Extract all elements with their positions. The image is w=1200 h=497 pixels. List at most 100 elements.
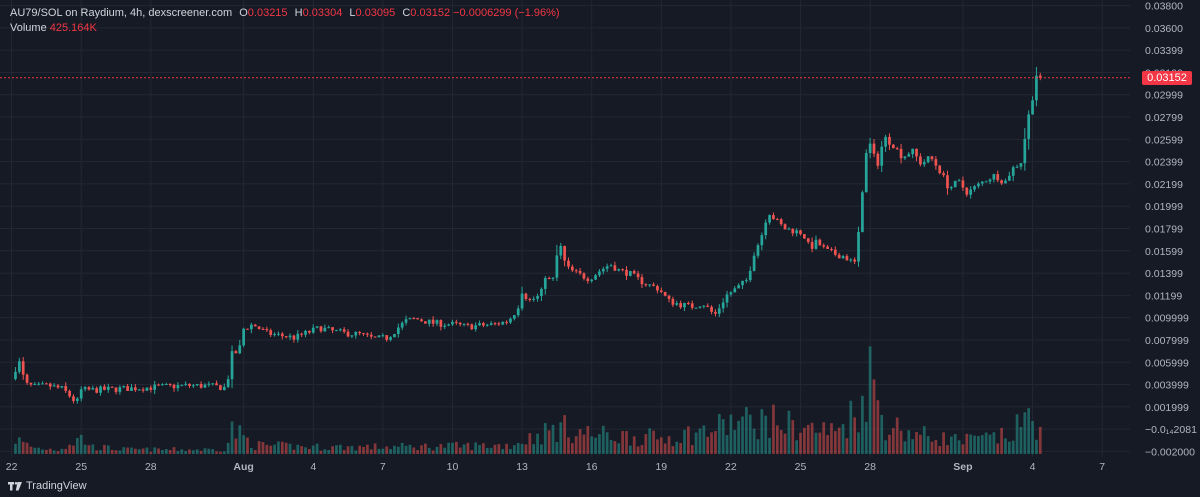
close-label: C	[402, 7, 411, 19]
candle-body	[176, 385, 180, 389]
candle-body	[872, 143, 876, 154]
candle-body	[1004, 180, 1007, 184]
volume-bar	[350, 445, 354, 454]
time-tick-label: 25	[75, 461, 87, 473]
volume-bar	[87, 445, 91, 454]
candle-body	[756, 245, 760, 256]
candle-body	[246, 328, 249, 330]
price-tick-label: 0.03800	[1145, 1, 1183, 13]
volume-bar	[207, 448, 211, 454]
volume-bar	[671, 446, 675, 454]
volume-bar	[91, 444, 95, 454]
volume-bar	[629, 445, 632, 454]
volume-bar	[300, 446, 303, 454]
volume-bar	[106, 445, 110, 454]
volume-bar	[907, 430, 911, 454]
candle-body	[876, 153, 880, 166]
time-tick-label: 4	[310, 461, 316, 473]
volume-label[interactable]: Volume	[10, 22, 47, 34]
candle-body	[501, 321, 505, 325]
volume-bar	[311, 445, 315, 454]
volume-bar	[644, 434, 648, 454]
volume-bar	[68, 444, 71, 454]
candle-body	[261, 328, 265, 330]
candle-body	[346, 331, 350, 337]
volume-bar	[130, 447, 133, 454]
candle-body	[207, 383, 211, 385]
candle-body	[1000, 180, 1003, 184]
volume-bar	[694, 432, 698, 454]
candle-body	[192, 385, 195, 387]
candle-body	[75, 398, 79, 401]
volume-bar	[447, 442, 450, 454]
candle-body	[946, 175, 949, 189]
volume-bar	[760, 409, 764, 454]
candle-body	[980, 181, 984, 184]
time-tick-label: 4	[1030, 461, 1036, 473]
time-axis[interactable]: 22 25 28 Aug 4 7 10 13 16 19 22 25 28 Sep 4 7	[6, 461, 1105, 473]
price-tick-label: 0.01199	[1145, 290, 1182, 302]
volume-bar	[184, 451, 187, 454]
candle-body	[586, 278, 590, 282]
volume-bar	[1000, 427, 1003, 454]
tradingview-logo[interactable]: TradingView	[8, 480, 87, 492]
volume-bar	[868, 346, 872, 454]
candle-body	[547, 277, 551, 279]
candle-body	[953, 180, 957, 188]
volume-bar	[354, 450, 358, 454]
volume-bar	[942, 432, 945, 454]
candle-body	[242, 328, 245, 346]
candle-body	[656, 285, 659, 291]
volume-bar	[385, 446, 389, 454]
volume-bar	[253, 450, 257, 454]
candle-body	[787, 228, 791, 230]
open-label: O	[239, 7, 248, 19]
volume-bar	[926, 436, 930, 454]
candle-body	[211, 383, 215, 385]
volume-bar	[795, 440, 798, 454]
candle-body	[853, 259, 857, 262]
candle-body	[396, 327, 400, 335]
volume-bar	[277, 441, 280, 454]
candle-body	[741, 280, 744, 286]
volume-bar	[373, 443, 377, 454]
volume-bar	[474, 442, 478, 454]
candle-body	[640, 277, 644, 285]
candle-body	[822, 245, 826, 247]
candle-body	[996, 174, 1000, 181]
candle-body	[671, 298, 675, 305]
volume-bar	[814, 432, 818, 454]
candle-body	[934, 159, 938, 166]
volume-bar	[822, 422, 826, 454]
time-tick-label: 10	[447, 461, 459, 473]
candle-body	[277, 333, 280, 335]
volume-bar	[319, 450, 323, 454]
candle-body	[257, 326, 261, 329]
volume-bar	[164, 448, 168, 454]
candle-body	[215, 383, 218, 386]
candle-body	[810, 241, 814, 249]
candle-body	[648, 284, 652, 286]
candle-body	[779, 219, 783, 225]
candle-body	[68, 390, 71, 397]
volume-bar	[501, 449, 505, 454]
volume-bar	[362, 446, 365, 454]
price-tick-label: 0.001999	[1145, 402, 1189, 414]
volume-bar	[528, 433, 532, 454]
volume-bar	[675, 441, 679, 454]
candle-body	[675, 303, 679, 305]
candle-body	[373, 336, 377, 338]
candle-body	[992, 174, 996, 180]
candle-body	[690, 303, 694, 308]
candle-body	[195, 383, 199, 386]
volume-bar	[17, 437, 21, 454]
volume-bar	[246, 437, 249, 454]
candle-body	[721, 302, 725, 309]
volume-bar	[172, 447, 176, 454]
candle-body	[362, 333, 365, 335]
candle-body	[949, 187, 953, 189]
volume-bar	[33, 447, 37, 454]
candle-body	[969, 189, 973, 195]
symbol-title[interactable]: AU79/SOL on Raydium, 4h, dexscreener.com	[10, 7, 233, 19]
